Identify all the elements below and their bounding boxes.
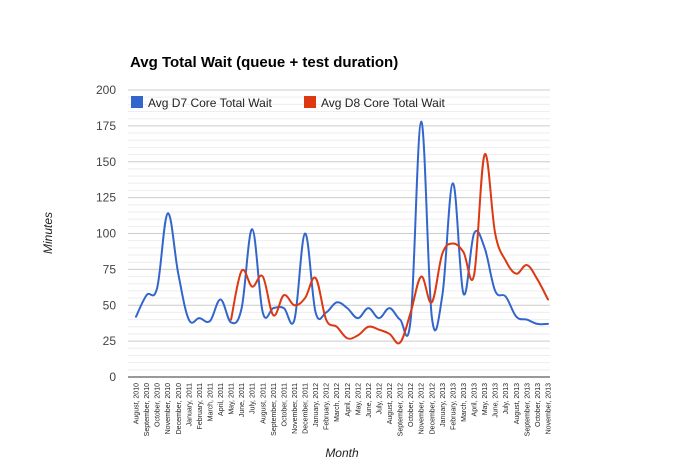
x-tick-label: November, 2012	[419, 383, 426, 434]
x-tick-label: June, 2012	[366, 383, 373, 418]
x-axis-ticks: August, 2010 September, 2010 October, 2010…	[134, 383, 553, 436]
x-tick-label: November, 2010	[165, 383, 172, 434]
x-tick-label: September, 2010	[144, 383, 151, 436]
x-tick-label: June, 2011	[239, 383, 246, 417]
x-tick-label: March, 2011	[207, 383, 214, 421]
y-tick-label: 175	[96, 119, 116, 133]
x-tick-label: November, 2013	[546, 383, 553, 434]
x-tick-label: September, 2012	[398, 383, 405, 436]
x-tick-label: August, 2011	[260, 383, 267, 424]
x-tick-label: February, 2011	[197, 383, 204, 430]
x-tick-label: January, 2011	[186, 383, 193, 426]
x-tick-label: September, 2013	[524, 383, 531, 436]
x-tick-label: September, 2011	[271, 383, 278, 436]
x-tick-label: July, 2011	[250, 383, 257, 414]
grid	[128, 89, 550, 378]
x-tick-label: April, 2013	[472, 383, 479, 417]
x-tick-label: June, 2013	[493, 383, 500, 418]
y-tick-label: 25	[103, 334, 117, 348]
x-tick-label: April, 2011	[218, 383, 225, 416]
x-tick-label: May, 2011	[229, 383, 236, 415]
x-tick-label: August, 2013	[514, 383, 521, 424]
y-tick-label: 150	[96, 155, 116, 169]
series-line-1	[135, 120, 549, 337]
x-tick-label: April, 2012	[345, 383, 352, 417]
x-axis-title: Month	[325, 446, 359, 460]
series-lines	[135, 120, 549, 345]
x-tick-label: December, 2010	[176, 383, 183, 434]
legend-label-1: Avg D7 Core Total Wait	[148, 96, 272, 110]
x-tick-label: January, 2012	[313, 383, 320, 427]
x-tick-label: October, 2013	[535, 383, 542, 427]
x-tick-label: October, 2012	[408, 383, 415, 427]
x-tick-label: October, 2011	[281, 383, 288, 427]
y-tick-label: 125	[96, 191, 116, 205]
x-tick-label: July, 2013	[503, 383, 510, 414]
x-tick-label: February, 2012	[324, 383, 331, 430]
y-tick-label: 100	[96, 227, 116, 241]
x-tick-label: July, 2012	[376, 383, 383, 414]
x-tick-label: May, 2012	[355, 383, 362, 415]
y-tick-label: 75	[103, 262, 117, 276]
x-tick-label: December, 2012	[429, 383, 436, 434]
y-tick-label: 200	[96, 83, 116, 97]
x-tick-label: March, 2012	[334, 383, 341, 422]
x-tick-label: May, 2013	[482, 383, 489, 415]
chart-title: Avg Total Wait (queue + test duration)	[130, 54, 398, 71]
x-tick-label: November, 2011	[292, 383, 299, 434]
x-tick-label: August, 2012	[387, 383, 394, 424]
y-tick-label: 0	[109, 370, 116, 384]
legend-label-2: Avg D8 Core Total Wait	[321, 96, 445, 110]
x-tick-label: February, 2013	[450, 383, 457, 430]
y-axis-title: Minutes	[41, 212, 55, 254]
legend: Avg D7 Core Total Wait Avg D8 Core Total …	[131, 96, 445, 110]
y-tick-label: 50	[103, 298, 117, 312]
legend-swatch-2	[304, 96, 316, 108]
x-tick-label: August, 2010	[134, 383, 141, 424]
legend-swatch-1	[131, 96, 143, 108]
x-tick-label: March, 2013	[461, 383, 468, 422]
y-axis-ticks: 0 25 50 75 100 125 150 175 200	[96, 83, 116, 384]
x-tick-label: January, 2013	[440, 383, 447, 427]
x-tick-label: December, 2011	[303, 383, 310, 434]
series-line-2	[230, 153, 549, 345]
x-tick-label: October, 2010	[155, 383, 162, 427]
